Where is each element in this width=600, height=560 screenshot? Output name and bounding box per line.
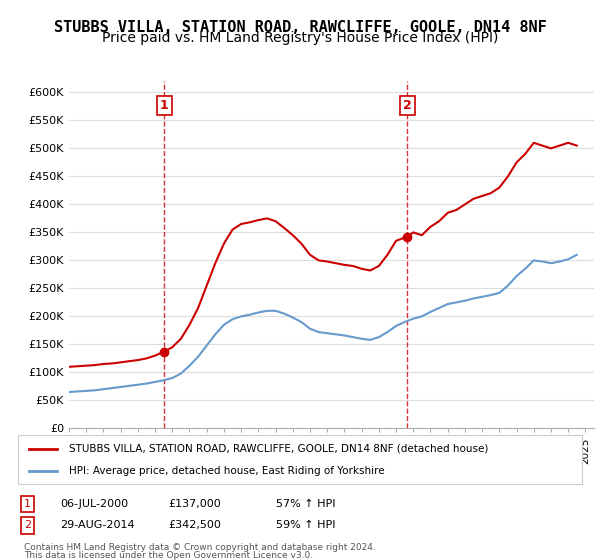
Text: 06-JUL-2000: 06-JUL-2000 — [60, 499, 128, 509]
Text: This data is licensed under the Open Government Licence v3.0.: This data is licensed under the Open Gov… — [24, 551, 313, 560]
Text: £137,000: £137,000 — [168, 499, 221, 509]
Text: 1: 1 — [24, 499, 31, 509]
Text: 57% ↑ HPI: 57% ↑ HPI — [276, 499, 335, 509]
Text: HPI: Average price, detached house, East Riding of Yorkshire: HPI: Average price, detached house, East… — [69, 465, 385, 475]
Text: 1: 1 — [160, 99, 169, 112]
Text: STUBBS VILLA, STATION ROAD, RAWCLIFFE, GOOLE, DN14 8NF (detached house): STUBBS VILLA, STATION ROAD, RAWCLIFFE, G… — [69, 444, 488, 454]
Text: 29-AUG-2014: 29-AUG-2014 — [60, 520, 134, 530]
Text: Price paid vs. HM Land Registry's House Price Index (HPI): Price paid vs. HM Land Registry's House … — [102, 31, 498, 45]
Text: 59% ↑ HPI: 59% ↑ HPI — [276, 520, 335, 530]
Text: 2: 2 — [24, 520, 31, 530]
Text: 2: 2 — [403, 99, 412, 112]
Text: Contains HM Land Registry data © Crown copyright and database right 2024.: Contains HM Land Registry data © Crown c… — [24, 543, 376, 552]
Text: £342,500: £342,500 — [168, 520, 221, 530]
Text: STUBBS VILLA, STATION ROAD, RAWCLIFFE, GOOLE, DN14 8NF: STUBBS VILLA, STATION ROAD, RAWCLIFFE, G… — [53, 20, 547, 35]
